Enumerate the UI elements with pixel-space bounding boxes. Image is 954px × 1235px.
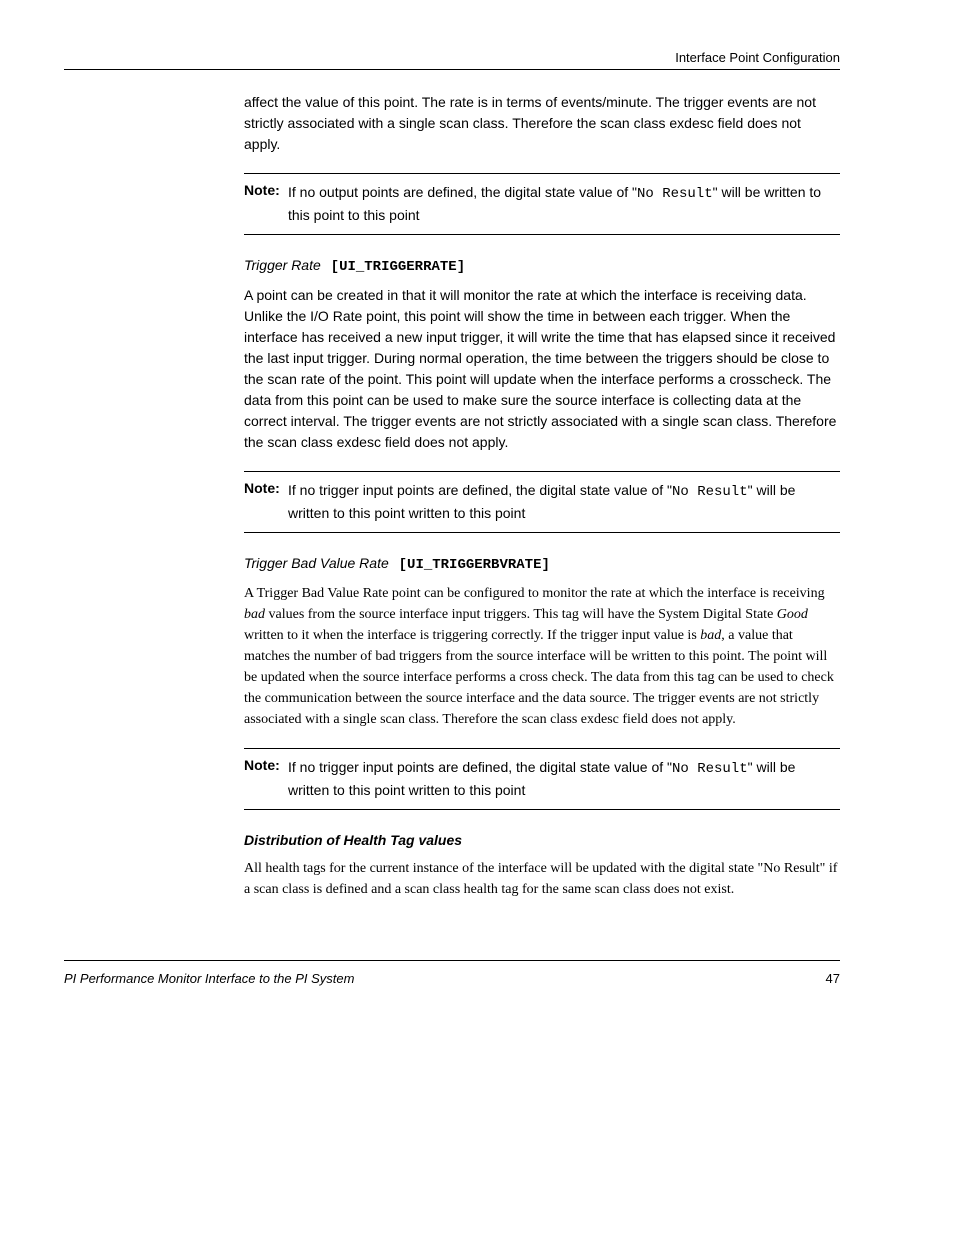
note-output: Note: If no output points are defined, t… — [244, 173, 840, 235]
note-trigger-bv: Note: If no trigger input points are def… — [244, 748, 840, 810]
footer-left: PI Performance Monitor Interface to the … — [64, 971, 354, 986]
footer: PI Performance Monitor Interface to the … — [64, 971, 840, 986]
para-output-rate-cont: affect the value of this point. The rate… — [244, 92, 840, 155]
para-trigger-bv-rate: A Trigger Bad Value Rate point can be co… — [244, 583, 840, 730]
note-trigger: Note: If no trigger input points are def… — [244, 471, 840, 533]
note-text: If no trigger input points are defined, … — [288, 757, 840, 801]
content-column: affect the value of this point. The rate… — [244, 92, 840, 900]
note-text: If no output points are defined, the dig… — [288, 182, 840, 226]
para-trigger-rate: A point can be created in that it will m… — [244, 285, 840, 453]
para-distribution: All health tags for the current instance… — [244, 858, 840, 900]
footer-rule — [64, 960, 840, 961]
heading-distribution: Distribution of Health Tag values — [244, 832, 840, 848]
note-label: Note: — [244, 757, 288, 773]
note-text: If no trigger input points are defined, … — [288, 480, 840, 524]
header-section-title: Interface Point Configuration — [64, 50, 840, 65]
note-rule-bottom — [244, 809, 840, 810]
note-label: Note: — [244, 480, 288, 496]
note-rule-bottom — [244, 532, 840, 533]
heading-trigger-rate: Trigger Rate [UI_TRIGGERRATE] — [244, 257, 840, 275]
note-label: Note: — [244, 182, 288, 198]
footer-page-number: 47 — [826, 971, 840, 986]
header-rule — [64, 69, 840, 70]
note-rule-bottom — [244, 234, 840, 235]
heading-trigger-bv-rate: Trigger Bad Value Rate [UI_TRIGGERBVRATE… — [244, 555, 840, 573]
